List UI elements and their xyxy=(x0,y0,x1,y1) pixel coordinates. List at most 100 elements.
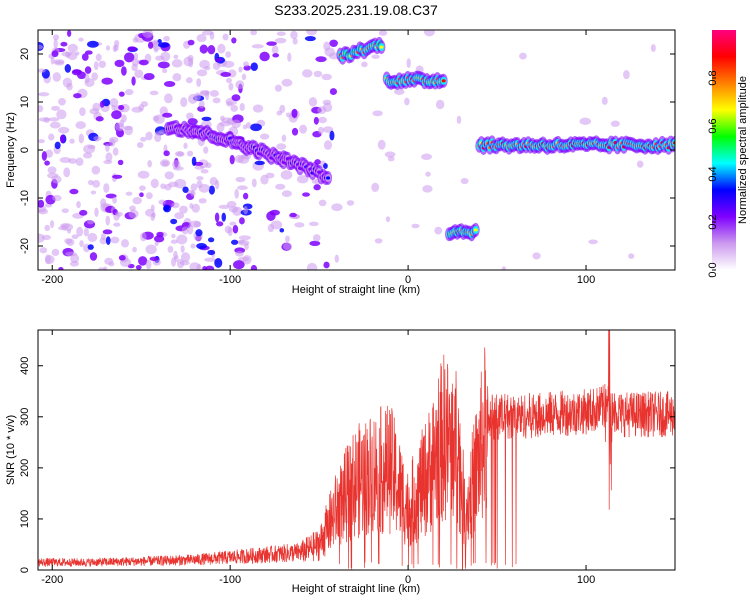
noise-speckle xyxy=(153,235,165,243)
noise-speckle xyxy=(250,123,262,132)
noise-speckle xyxy=(45,149,54,158)
noise-speckle xyxy=(41,151,47,161)
snr-xlabel: Height of straight line (km) xyxy=(292,583,420,595)
noise-speckle xyxy=(252,104,264,113)
noise-speckle xyxy=(139,185,146,191)
noise-speckle xyxy=(79,209,88,216)
noise-speckle xyxy=(180,97,188,108)
noise-speckle xyxy=(52,34,60,41)
noise-speckle xyxy=(243,61,249,67)
snr-ylabel: SNR (10 * v/v) xyxy=(5,415,17,485)
spectrogram-xlabel: Height of straight line (km) xyxy=(292,284,420,296)
noise-speckle xyxy=(124,125,133,136)
noise-speckle xyxy=(75,157,84,166)
noise-speckle xyxy=(48,117,60,122)
noise-speckle xyxy=(103,160,113,165)
snr-xtick-label: 100 xyxy=(577,574,595,586)
noise-speckle xyxy=(308,221,319,227)
noise-speckle xyxy=(131,58,139,67)
noise-speckle xyxy=(89,252,98,261)
noise-speckle xyxy=(318,199,327,207)
spectrogram-ytick-label: -20 xyxy=(19,238,31,254)
noise-speckle xyxy=(147,41,154,49)
noise-speckle xyxy=(134,69,144,78)
feature-drifting-chirp xyxy=(163,119,333,186)
noise-speckle xyxy=(66,82,73,91)
noise-speckle xyxy=(251,178,257,188)
spectrogram-xtick-label: -100 xyxy=(219,274,241,286)
noise-speckle xyxy=(149,256,159,262)
noise-speckle xyxy=(72,69,83,74)
noise-speckle xyxy=(315,56,327,63)
noise-speckle xyxy=(145,259,152,270)
noise-speckle xyxy=(65,251,77,257)
noise-speckle xyxy=(159,159,171,167)
noise-speckle xyxy=(183,56,194,67)
noise-speckle xyxy=(139,192,144,198)
noise-speckle xyxy=(239,217,245,225)
noise-speckle xyxy=(93,136,102,141)
noise-speckle xyxy=(251,44,264,49)
noise-speckle xyxy=(187,39,195,46)
noise-speckle xyxy=(187,224,194,235)
noise-speckle xyxy=(158,199,166,205)
noise-speckle xyxy=(186,112,194,120)
noise-speckle xyxy=(138,256,148,266)
colorbar-tick-label: 0.6 xyxy=(707,118,719,133)
noise-speckle xyxy=(163,204,172,213)
noise-speckle xyxy=(185,77,193,84)
noise-speckle xyxy=(209,90,219,97)
noise-speckle xyxy=(243,205,248,215)
noise-speckle xyxy=(38,139,45,144)
noise-speckle xyxy=(118,91,125,97)
noise-speckle xyxy=(226,77,232,84)
noise-speckle xyxy=(601,96,608,105)
noise-speckle xyxy=(222,60,235,68)
noise-speckle xyxy=(71,234,79,240)
noise-speckle xyxy=(76,200,81,209)
noise-speckle xyxy=(216,122,225,133)
noise-speckle xyxy=(98,60,107,68)
noise-speckle xyxy=(322,102,333,113)
noise-speckle xyxy=(170,218,178,225)
noise-speckle xyxy=(153,47,159,53)
noise-speckle xyxy=(154,241,159,247)
noise-speckle xyxy=(38,68,46,73)
noise-speckle xyxy=(50,220,55,229)
noise-speckle xyxy=(105,152,113,162)
noise-speckle xyxy=(180,252,191,263)
feature--17-Hz-tone xyxy=(445,222,480,242)
noise-speckle xyxy=(187,118,198,126)
noise-speckle xyxy=(406,58,411,69)
spectrogram-xtick-label: 100 xyxy=(577,274,595,286)
snr-ytick-label: 400 xyxy=(19,357,31,375)
noise-speckle xyxy=(460,177,469,185)
snr-ytick-label: 200 xyxy=(19,459,31,477)
noise-speckle xyxy=(59,157,71,164)
noise-speckle xyxy=(189,220,201,228)
noise-speckle xyxy=(186,150,194,157)
noise-speckle xyxy=(60,41,68,47)
noise-speckle xyxy=(61,223,74,231)
noise-speckle xyxy=(58,126,70,134)
noise-speckle xyxy=(164,171,174,180)
noise-speckle xyxy=(112,196,117,204)
noise-speckle xyxy=(147,160,152,168)
noise-speckle xyxy=(196,78,202,87)
noise-speckle xyxy=(75,121,86,129)
noise-speckle xyxy=(361,61,368,68)
noise-speckle xyxy=(138,59,149,66)
noise-speckle xyxy=(610,120,620,127)
noise-speckle xyxy=(150,213,156,221)
noise-speckle xyxy=(226,101,233,107)
noise-speckle xyxy=(56,109,67,120)
noise-speckle xyxy=(214,258,223,268)
noise-speckle xyxy=(384,151,396,158)
noise-speckle xyxy=(68,158,77,164)
noise-speckle xyxy=(312,234,321,242)
noise-speckle xyxy=(215,180,220,190)
noise-speckle xyxy=(196,176,204,181)
noise-speckle xyxy=(393,88,405,95)
colorbar-tick-label: 0.8 xyxy=(707,70,719,85)
